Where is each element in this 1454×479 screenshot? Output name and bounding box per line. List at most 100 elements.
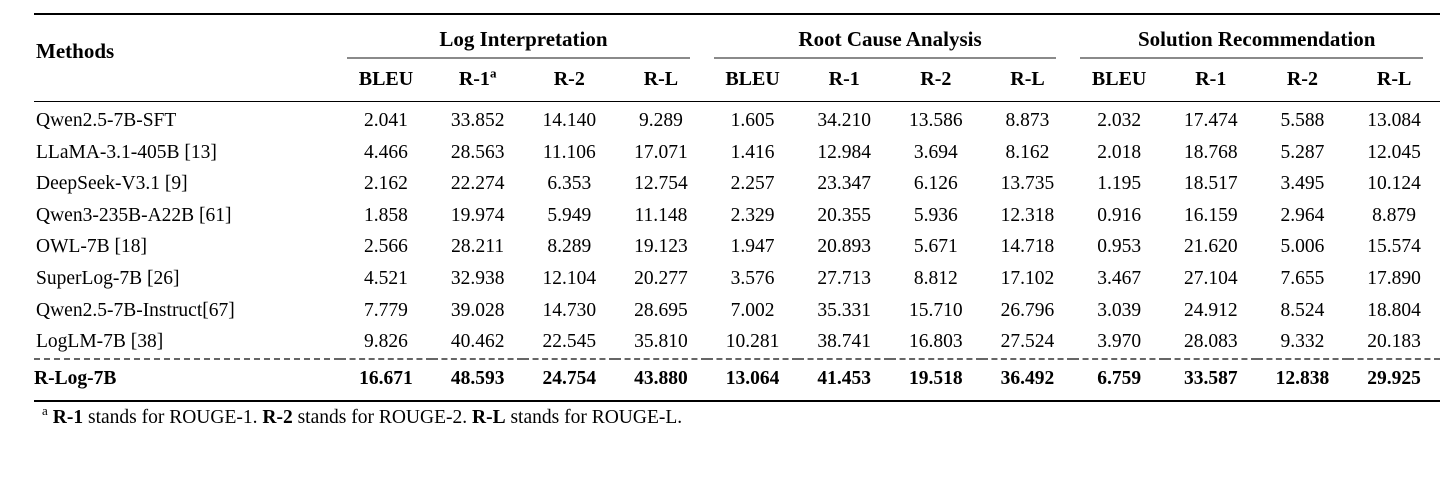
method-name-cell: LLaMA-3.1-405B [13] xyxy=(36,141,217,163)
metric-value-cell: 35.810 xyxy=(634,331,688,353)
metric-value-cell: 0.916 xyxy=(1097,204,1142,226)
table-row: LogLM-7B [38] 9.826 40.462 22.545 35.810 10.2… xyxy=(34,326,1440,359)
metric-value-cell: 22.274 xyxy=(450,173,505,195)
metric-value-cell: 2.018 xyxy=(1097,141,1142,163)
metric-value-cell: 8.289 xyxy=(547,236,592,258)
table-row: LLaMA-3.1-405B [13] 4.466 28.563 11.106 17.0… xyxy=(34,137,1440,169)
metric-value-cell: 0.953 xyxy=(1097,236,1142,258)
table-body: Qwen2.5-7B-SFT 2.041 33.852 14.140 9.289 1.60… xyxy=(34,102,1440,401)
column-header-bleu: BLEU xyxy=(1073,59,1165,102)
metric-value-cell: 2.566 xyxy=(364,236,408,258)
metric-value-cell: 19.974 xyxy=(450,204,505,226)
footnote-reference-marker: a xyxy=(489,65,497,81)
footnote-term: R-2 xyxy=(262,406,293,428)
method-name-cell: Qwen2.5-7B-Instruct[67] xyxy=(36,299,235,321)
metric-value-cell: 4.521 xyxy=(364,267,408,289)
metric-value-cell: 24.912 xyxy=(1183,299,1238,321)
metric-value-cell: 27.713 xyxy=(817,267,871,289)
metric-value-cell: 2.041 xyxy=(364,110,408,131)
metric-value-cell: 18.768 xyxy=(1183,141,1238,163)
metric-value-cell: 18.804 xyxy=(1367,299,1421,321)
method-name-cell: Qwen3-235B-A22B [61] xyxy=(36,204,232,226)
column-header-r-2: R-2 xyxy=(1256,59,1349,102)
footnote-text: stands for ROUGE-2. xyxy=(292,406,472,428)
group-header-row: Methods Log Interpretation Root Cause An… xyxy=(34,14,1440,102)
metric-value-cell: 9.826 xyxy=(364,331,408,353)
metric-value-cell: 1.416 xyxy=(730,141,775,163)
metric-value-cell: 9.332 xyxy=(1280,331,1325,353)
column-header-bleu: BLEU xyxy=(706,59,799,102)
metric-value-cell: 10.281 xyxy=(725,331,780,353)
metric-value-cell: 36.492 xyxy=(981,357,1074,401)
metric-value-cell: 1.195 xyxy=(1097,173,1142,195)
metric-value-cell: 16.671 xyxy=(340,357,432,401)
metric-value-cell: 16.803 xyxy=(909,331,963,353)
column-header-methods: Methods xyxy=(34,14,341,102)
table-row: Qwen2.5-7B-Instruct[67] 7.779 39.028 14.730… xyxy=(34,295,1440,327)
metric-value-cell: 28.083 xyxy=(1183,331,1238,353)
metric-value-cell: 12.984 xyxy=(817,141,871,163)
metric-value-cell: 2.162 xyxy=(364,173,408,195)
metric-value-cell: 18.517 xyxy=(1183,173,1238,195)
table-row: SuperLog-7B [26] 4.521 32.938 12.104 20.277 3… xyxy=(34,263,1440,295)
metric-value-cell: 21.620 xyxy=(1183,236,1238,258)
metric-value-cell: 35.331 xyxy=(817,299,871,321)
metric-value-cell: 17.102 xyxy=(1000,267,1055,289)
metric-value-cell: 12.104 xyxy=(542,267,597,289)
column-header-r-1: R-1a xyxy=(431,59,524,102)
metric-value-cell: 28.563 xyxy=(450,141,505,163)
metric-value-cell: 12.045 xyxy=(1367,141,1421,163)
metric-value-cell: 14.730 xyxy=(542,299,597,321)
metric-value-cell: 6.353 xyxy=(547,173,592,195)
method-name-cell: LogLM-7B [38] xyxy=(36,331,164,353)
metric-value-cell: 32.938 xyxy=(450,267,505,289)
metric-value-cell: 19.518 xyxy=(890,357,982,401)
column-header-r-1: R-1 xyxy=(798,59,891,102)
results-table: Methods Log Interpretation Root Cause An… xyxy=(34,13,1440,402)
metric-value-cell: 28.211 xyxy=(451,236,505,258)
footnote-marker: a xyxy=(42,403,48,419)
metric-value-cell: 38.741 xyxy=(817,331,871,353)
metric-value-cell: 13.064 xyxy=(706,357,799,401)
table-row: Qwen3-235B-A22B [61] 1.858 19.974 5.949 11.1… xyxy=(34,200,1440,232)
metric-value-cell: 6.126 xyxy=(913,173,958,195)
column-header-r-2: R-2 xyxy=(523,59,616,102)
metric-value-cell: 1.947 xyxy=(730,236,775,258)
metric-value-cell: 9.289 xyxy=(638,110,683,131)
footnote-text: stands for ROUGE-1. xyxy=(83,406,263,428)
metric-value-cell: 3.694 xyxy=(913,141,958,163)
metric-value-cell: 12.318 xyxy=(1000,204,1055,226)
metric-value-cell: 6.759 xyxy=(1073,357,1165,401)
metric-value-cell: 8.162 xyxy=(1005,141,1050,163)
metric-value-cell: 15.710 xyxy=(909,299,963,321)
metric-value-cell: 27.524 xyxy=(1000,331,1055,353)
metric-value-cell: 3.467 xyxy=(1097,267,1142,289)
metric-value-cell: 7.002 xyxy=(730,299,775,321)
column-header-bleu: BLEU xyxy=(340,59,432,102)
metric-value-cell: 40.462 xyxy=(450,331,505,353)
method-name-cell: R-Log-7B xyxy=(34,357,341,401)
metric-value-cell: 5.949 xyxy=(547,204,592,226)
metric-value-cell: 39.028 xyxy=(450,299,505,321)
metric-value-cell: 2.032 xyxy=(1097,110,1142,131)
metric-value-cell: 17.890 xyxy=(1367,267,1421,289)
method-name-cell: SuperLog-7B [26] xyxy=(36,267,180,289)
metric-value-cell: 20.893 xyxy=(817,236,871,258)
metric-value-cell: 2.329 xyxy=(730,204,775,226)
metric-value-cell: 16.159 xyxy=(1183,204,1238,226)
column-header-r-2: R-2 xyxy=(890,59,982,102)
metric-value-cell: 14.718 xyxy=(1000,236,1055,258)
column-header-r-l: R-L xyxy=(1348,59,1440,102)
table-row: R-Log-7B 16.671 48.593 24.754 43.880 13.064 41… xyxy=(34,357,1440,401)
metric-value-cell: 11.106 xyxy=(542,141,596,163)
metric-value-cell: 48.593 xyxy=(431,357,524,401)
metric-value-cell: 5.287 xyxy=(1280,141,1325,163)
metric-value-cell: 15.574 xyxy=(1367,236,1421,258)
metric-value-cell: 43.880 xyxy=(615,357,707,401)
metric-value-cell: 33.852 xyxy=(450,110,505,131)
metric-value-cell: 10.124 xyxy=(1367,173,1421,195)
metric-value-cell: 41.453 xyxy=(798,357,891,401)
metric-value-cell: 20.355 xyxy=(817,204,871,226)
metric-value-cell: 1.605 xyxy=(730,110,775,131)
metric-value-cell: 20.183 xyxy=(1367,331,1421,353)
